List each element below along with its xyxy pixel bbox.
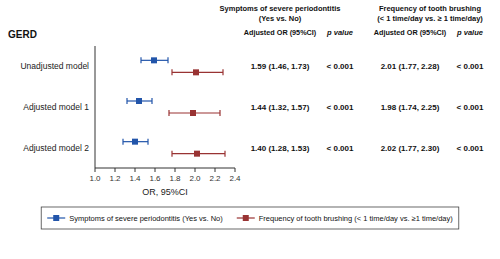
marks [123,57,225,156]
x-axis: 1.0 1.2 1.4 1.6 1.8 2.0 2.2 2.4 [89,46,241,183]
legend-label: Frequency of tooth brushing (< 1 time/da… [259,214,454,223]
data-label: 2.02 (1.77, 2.30) [381,144,440,153]
data-label: 1.44 (1.32, 1.57) [251,103,310,112]
x-tick-label: 1.8 [169,174,181,183]
legend-label: Symptoms of severe periodontitis (Yes vs… [69,214,223,223]
title: GERD [8,29,37,40]
table-header: Adjusted OR (95%CI) [374,28,447,37]
axis-line-left [95,46,96,168]
error-cap [122,139,123,145]
p-value: < 0.001 [457,103,484,112]
legend-item: Frequency of tooth brushing (< 1 time/da… [237,214,454,223]
y-tick-label: Adjusted model 2 [23,143,89,153]
table-header: (< 1 time/day vs. ≥ 1 time/day) [377,14,483,23]
x-tick-label: 1.4 [129,174,141,183]
y-tick-label: Adjusted model 1 [23,102,89,112]
legend-item: Symptoms of severe periodontitis (Yes vs… [47,214,223,223]
y-axis: Unadjusted model Adjusted model 1 Adjusted… [20,61,89,152]
x-axis-label: OR, 95%CI [142,187,188,197]
data-label: 1.59 (1.46, 1.73) [251,62,310,71]
error-cap [171,69,172,75]
legend-frame [41,207,459,229]
point [132,139,138,145]
x-tick [195,168,196,172]
data-label: 1.40 (1.28, 1.53) [251,144,310,153]
point [194,151,200,157]
table: Symptoms of severe periodontitis(Yes vs.… [220,4,484,153]
x-tick-label: 1.0 [89,174,101,183]
error-cap [219,110,220,116]
data-label: 2.01 (1.77, 2.28) [381,62,440,71]
series [123,57,168,144]
x-tick-label: 1.6 [149,174,161,183]
p-value: < 0.001 [457,62,484,71]
point [190,110,196,116]
point [151,57,157,63]
x-tick-label: 1.2 [109,174,121,183]
table-p-header: p value [326,28,353,37]
y-tick-label: Unadjusted model [20,61,89,71]
table-header: Symptoms of severe periodontitis [220,4,341,13]
x-tick [215,168,216,172]
error-cap [167,57,168,63]
x-tick [235,168,236,172]
error-cap [126,98,127,104]
x-tick [115,168,116,172]
error-cap [222,69,223,75]
legend-marker [53,215,59,221]
x-tick [175,168,176,172]
x-tick-label: 2.2 [209,174,221,183]
table-p-header: p value [456,28,483,37]
data-label: 1.98 (1.74, 2.25) [381,103,440,112]
error-cap [224,151,225,157]
table-header: (Yes vs. No) [259,14,302,23]
legend: Symptoms of severe periodontitis (Yes vs… [41,207,459,229]
x-tick-label: 2.4 [229,174,241,183]
table-header: Adjusted OR (95%CI) [244,28,317,37]
p-value: < 0.001 [327,103,354,112]
x-tick [95,168,96,172]
legend-marker [243,215,249,221]
p-value: < 0.001 [327,144,354,153]
axis-line [95,168,235,169]
point [193,69,199,75]
error-cap [151,98,152,104]
point [136,98,142,104]
chart: 1.0 1.2 1.4 1.6 1.8 2.0 2.2 2.4 OR, 95%CI Unadjus… [0,0,500,259]
x-tick-label: 2.0 [189,174,201,183]
x-tick [135,168,136,172]
error-cap [140,57,141,63]
table-header: Frequency of tooth brushing [379,4,481,13]
error-cap [171,151,172,157]
error-cap [168,110,169,116]
p-value: < 0.001 [457,144,484,153]
x-tick [155,168,156,172]
series [169,69,225,156]
p-value: < 0.001 [327,62,354,71]
error-cap [147,139,148,145]
